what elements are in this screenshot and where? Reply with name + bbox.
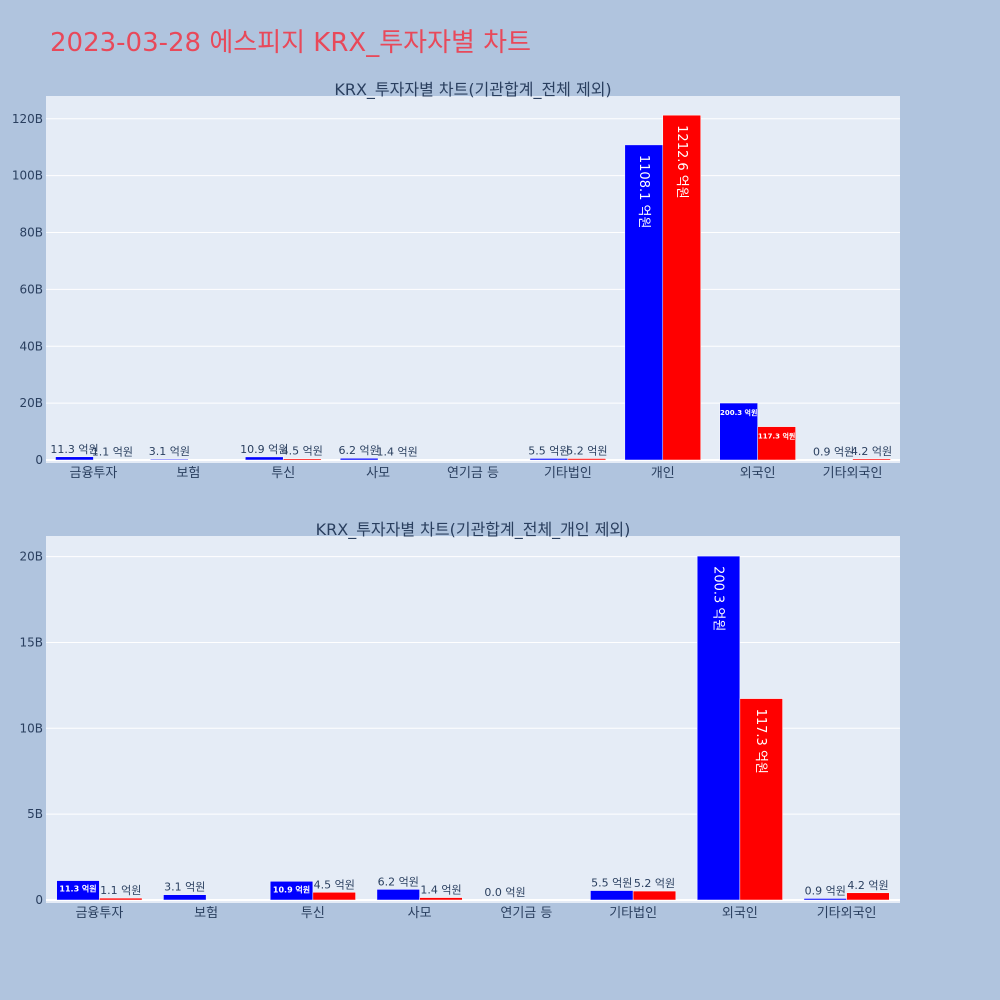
y-tick-label: 10B xyxy=(19,721,43,735)
y-tick-label: 80B xyxy=(19,226,43,240)
x-tick-label: 투신 xyxy=(301,906,325,921)
x-tick-label: 기타외국인 xyxy=(823,466,883,481)
bar[interactable] xyxy=(846,892,890,901)
bar[interactable] xyxy=(852,458,891,461)
x-tick-label: 보험 xyxy=(176,466,200,481)
y-tick-label: 20B xyxy=(19,396,43,410)
x-tick-label: 기타외국인 xyxy=(817,906,877,921)
data-label: 4.2 억원 xyxy=(851,445,892,458)
data-label: 6.2 억원 xyxy=(378,875,419,888)
y-tick-label: 40B xyxy=(19,339,43,353)
data-label: 1108.1 억원 xyxy=(636,155,651,229)
bar[interactable] xyxy=(719,402,758,461)
bar[interactable] xyxy=(56,880,100,901)
data-label: 1.1 억원 xyxy=(92,446,133,459)
bar[interactable] xyxy=(150,458,189,461)
data-label: 0.9 억원 xyxy=(805,884,846,897)
x-tick-label: 금융투자 xyxy=(75,906,123,921)
data-label: 10.9 억원 xyxy=(240,443,288,456)
chart-bottom: KRX_투자자별 차트(기관합계_전체_개인 제외) 0 5B 10B 15B 20B 금융… xyxy=(19,520,900,921)
y-tick-label: 20B xyxy=(19,550,43,564)
bar[interactable] xyxy=(419,897,463,901)
x-tick-label: 기타법인 xyxy=(544,466,592,481)
data-label: 1.4 억원 xyxy=(420,884,461,897)
x-tick-label: 개인 xyxy=(651,466,675,481)
bar[interactable] xyxy=(590,890,634,901)
bar[interactable] xyxy=(739,698,783,901)
plot-area xyxy=(46,96,900,463)
chart-title: KRX_투자자별 차트(기관합계_전체 제외) xyxy=(334,80,611,100)
bar[interactable] xyxy=(696,555,741,901)
data-label: 4.2 억원 xyxy=(847,879,888,892)
data-label: 200.3 억원 xyxy=(720,408,757,417)
x-tick-label: 보험 xyxy=(194,906,218,921)
data-label: 1.4 억원 xyxy=(376,446,417,459)
data-label: 11.3 억원 xyxy=(59,884,96,894)
x-tick-label: 기타법인 xyxy=(609,906,657,921)
data-label: 117.3 억원 xyxy=(753,709,768,774)
bar[interactable] xyxy=(803,898,847,901)
bar[interactable] xyxy=(529,458,569,461)
x-tick-label: 사모 xyxy=(366,466,390,481)
bar[interactable] xyxy=(163,894,207,901)
bar[interactable] xyxy=(99,897,143,901)
bar[interactable] xyxy=(624,144,664,461)
bar[interactable] xyxy=(339,457,379,461)
x-tick-label: 연기금 등 xyxy=(500,906,552,921)
data-label: 5.2 억원 xyxy=(566,445,607,458)
bar[interactable] xyxy=(662,114,701,461)
data-label: 4.5 억원 xyxy=(314,878,355,891)
data-label: 200.3 억원 xyxy=(711,566,726,631)
data-label: 5.5 억원 xyxy=(528,444,569,457)
data-label: 11.3 억원 xyxy=(50,443,98,456)
bar[interactable] xyxy=(269,881,314,901)
y-tick-label: 15B xyxy=(19,635,43,649)
data-label: 1212.6 억원 xyxy=(674,125,689,199)
x-tick-label: 금융투자 xyxy=(70,466,118,481)
data-label: 4.5 억원 xyxy=(282,445,323,458)
data-label: 5.2 억원 xyxy=(634,877,675,890)
bar[interactable] xyxy=(632,890,677,901)
bar[interactable] xyxy=(55,456,94,461)
y-tick-label: 60B xyxy=(19,282,43,296)
x-tick-label: 연기금 등 xyxy=(447,466,499,481)
data-label: 1.1 억원 xyxy=(100,884,141,897)
bar[interactable] xyxy=(282,458,322,461)
y-tick-label: 100B xyxy=(12,169,43,183)
x-tick-label: 외국인 xyxy=(740,466,776,481)
y-tick-label: 5B xyxy=(27,807,43,821)
x-tick-label: 외국인 xyxy=(722,906,758,921)
bar[interactable] xyxy=(757,426,796,461)
x-tick-label: 사모 xyxy=(408,906,432,921)
x-tick-label: 투신 xyxy=(271,466,295,481)
bar[interactable] xyxy=(312,892,356,901)
data-label: 0.0 억원 xyxy=(484,886,525,899)
y-tick-label: 0 xyxy=(35,893,43,907)
data-label: 3.1 억원 xyxy=(149,445,190,458)
y-tick-label: 0 xyxy=(35,453,43,467)
bar[interactable] xyxy=(376,889,420,901)
bar[interactable] xyxy=(567,458,607,461)
bar[interactable] xyxy=(245,456,284,461)
chart-top: KRX_투자자별 차트(기관합계_전체 제외) 0 20B 40B 60B 80B 100B… xyxy=(12,80,900,481)
data-label: 117.3 억원 xyxy=(758,432,795,441)
data-label: 0.9 억원 xyxy=(813,446,854,459)
page-title: 2023-03-28 에스피지 KRX_투자자별 차트 xyxy=(50,28,532,58)
y-tick-label: 120B xyxy=(12,112,43,126)
data-label: 5.5 억원 xyxy=(591,877,632,890)
data-label: 3.1 억원 xyxy=(164,881,205,894)
data-label: 10.9 억원 xyxy=(273,884,310,894)
chart-title: KRX_투자자별 차트(기관합계_전체_개인 제외) xyxy=(316,520,631,540)
data-label: 6.2 억원 xyxy=(339,444,380,457)
